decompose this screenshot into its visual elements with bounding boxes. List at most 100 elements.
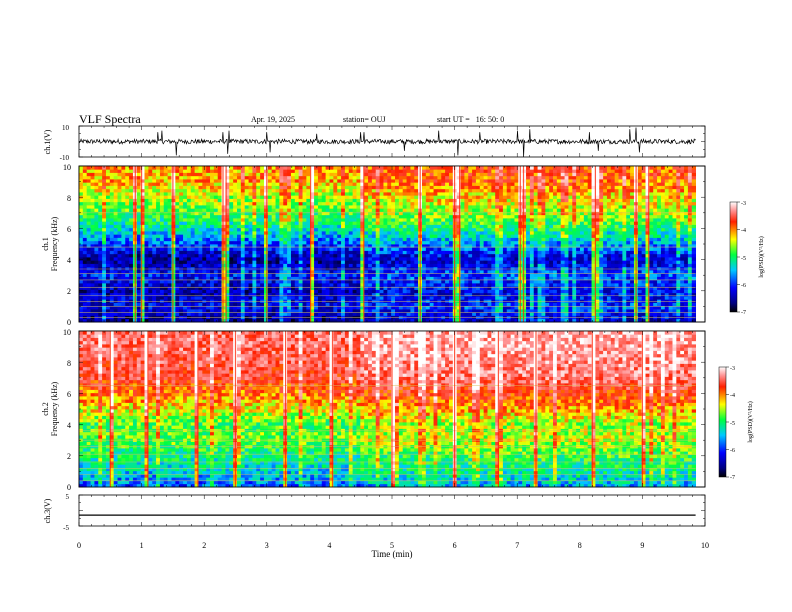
spectrogram-cell	[383, 286, 388, 290]
spectrogram-cell	[329, 266, 334, 271]
spectrogram-cell	[310, 182, 315, 186]
spectrogram-cell	[263, 305, 269, 310]
spectrogram-cell	[448, 205, 454, 209]
spectrogram-cell	[140, 214, 145, 219]
spectrogram-cell	[202, 270, 207, 274]
spectrogram-cell	[464, 224, 469, 229]
spectrogram-cell	[337, 253, 342, 258]
spectrogram-cell	[325, 263, 330, 268]
spectrogram-cell	[302, 302, 307, 307]
spectrogram-cell	[321, 192, 327, 196]
spectrogram-cell	[210, 247, 215, 251]
spectrogram-cell	[437, 224, 442, 229]
spectrogram-cell	[310, 263, 315, 268]
spectrogram-cell	[109, 279, 115, 284]
spectrogram-cell	[221, 263, 226, 268]
spectrogram-cell	[433, 292, 438, 297]
spectrogram-cell	[364, 201, 369, 206]
spectrogram-cell	[221, 224, 226, 229]
spectrogram-cell	[441, 234, 446, 238]
spectrogram-cell	[383, 266, 388, 271]
spectrogram-cell	[159, 179, 165, 183]
spectrogram-cell	[379, 302, 384, 307]
spectrogram-cell	[298, 218, 303, 222]
spectrogram-cell	[356, 205, 361, 209]
spectrogram-cell	[337, 273, 342, 277]
spectrogram-cell	[298, 221, 303, 225]
spectrogram-cell	[125, 166, 130, 170]
spectrogram-cell	[171, 221, 176, 225]
spectrogram-cell	[314, 182, 319, 186]
spectrogram-cell	[321, 292, 327, 297]
spectrogram-cell	[475, 188, 481, 193]
spectrogram-cell	[129, 296, 134, 300]
spectrogram-cell	[237, 250, 242, 255]
spectrogram-cell	[144, 169, 149, 173]
spectrogram-cell	[171, 257, 176, 261]
spectrogram-cell	[356, 172, 361, 177]
spectrogram-cell	[314, 279, 319, 284]
spectrogram-cell	[82, 270, 88, 274]
spectrogram-cell	[263, 302, 269, 307]
spectrogram-cell	[198, 289, 203, 294]
spectrogram-cell	[433, 214, 438, 219]
spectrogram-cell	[167, 296, 172, 300]
spectrogram-cell	[287, 244, 292, 248]
spectrogram-cell	[441, 188, 446, 193]
spectrogram-cell	[475, 273, 481, 277]
spectrogram-cell	[109, 237, 115, 242]
spectrogram-cell	[86, 289, 91, 294]
spectrogram-cell	[109, 257, 115, 261]
spectrogram-cell	[248, 312, 253, 316]
spectrogram-cell	[202, 205, 207, 209]
spectrogram-cell	[90, 283, 95, 287]
spectrogram-cell	[445, 179, 450, 183]
spectrogram-cell	[233, 309, 238, 313]
spectrogram-cell	[329, 283, 334, 287]
spectrogram-cell	[240, 302, 246, 307]
spectrogram-cell	[129, 312, 134, 316]
spectrogram-cell	[263, 270, 269, 274]
spectrogram-cell	[179, 286, 184, 290]
spectrogram-cell	[356, 218, 361, 222]
spectrogram-cell	[279, 283, 284, 287]
spectrogram-cell	[472, 198, 477, 203]
spectrogram-cell	[210, 188, 215, 193]
spectrogram-cell	[468, 231, 473, 235]
spectrogram-cell	[290, 299, 296, 303]
spectrogram-cell	[368, 231, 373, 235]
spectrogram-cell	[302, 309, 307, 313]
spectrogram-cell	[237, 237, 242, 242]
spectrogram-cell	[167, 273, 172, 277]
spectrogram-cell	[256, 292, 261, 297]
spectrogram-cell	[109, 270, 115, 274]
spectrogram-cell	[105, 253, 111, 258]
spectrogram-cell	[198, 250, 203, 255]
spectrogram-cell	[271, 234, 276, 238]
spectrogram-cell	[402, 305, 407, 310]
spectrogram-cell	[117, 185, 122, 190]
spectrogram-cell	[260, 237, 265, 242]
spectrogram-cell	[240, 305, 246, 310]
spectrogram-cell	[279, 172, 284, 177]
spectrogram-cell	[244, 263, 249, 268]
spectrogram-cell	[310, 188, 315, 193]
spectrogram-cell	[306, 188, 311, 193]
spectrogram-cell	[237, 283, 242, 287]
spectrogram-cell	[279, 299, 284, 303]
spectrogram-cell	[237, 185, 242, 190]
spectrogram-cell	[414, 214, 419, 219]
spectrogram-cell	[86, 179, 91, 183]
spectrogram-cell	[294, 266, 300, 271]
spectrogram-cell	[395, 276, 400, 281]
spectrogram-cell	[163, 198, 169, 203]
spectrogram-cell	[194, 214, 199, 219]
spectrogram-cell	[448, 247, 454, 251]
spectrogram-cell	[329, 247, 334, 251]
spectrogram-cell	[263, 227, 269, 232]
spectrogram-cell	[360, 201, 365, 206]
spectrogram-cell	[163, 292, 169, 297]
spectrogram-cell	[302, 175, 307, 180]
spectrogram-cell	[472, 237, 477, 242]
spectrogram-cell	[425, 172, 431, 177]
